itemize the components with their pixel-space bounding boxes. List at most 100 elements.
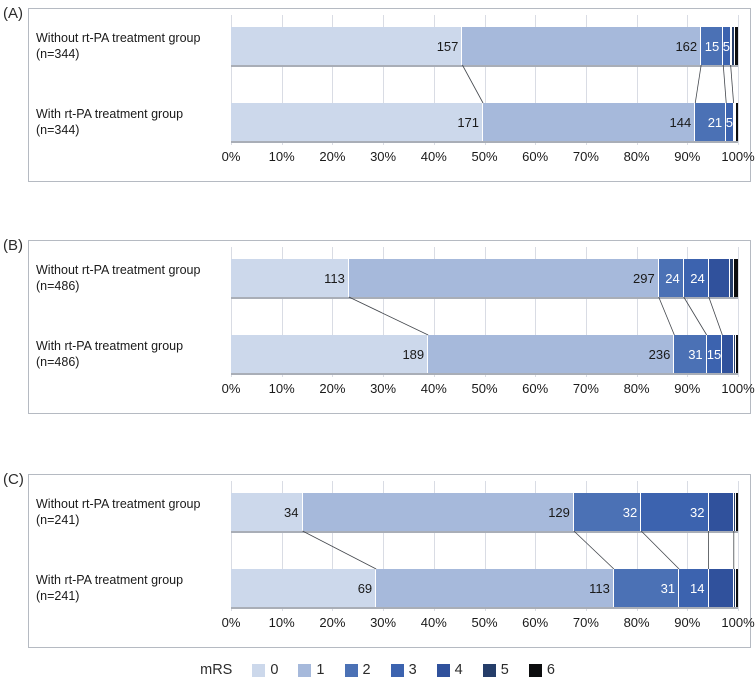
bar-segment-mrs5 [729,259,734,297]
bar-segment-mrs2: 24 [658,259,684,297]
bar-segment-mrs0: 69 [231,569,377,607]
axis-tick-label: 100% [721,615,755,630]
segment-value-label: 69 [357,580,373,596]
segment-value-label: 157 [436,38,459,54]
segment-value-label: 297 [633,270,655,286]
gridline [636,15,638,145]
row-label-with-group: With rt-PA treatment group (n=344) [36,106,230,138]
segment-value-label: 189 [402,346,425,362]
axis-tick-label: 40% [420,149,447,164]
legend-item-mrs4: 4 [436,662,463,678]
legend-swatch [482,663,496,677]
connector-line [730,64,734,104]
legend-swatch [344,663,358,677]
bar-segment-mrs1: 113 [376,569,614,607]
bar-segment-mrs2: 21 [695,103,727,141]
group-name: Without rt-PA treatment group [36,497,201,511]
segment-value-label: 15 [706,346,722,362]
axis-tick-label: 100% [721,381,755,396]
stacked-bar-without-group: 157 162 15 5 [231,27,738,65]
chart-panel: (A) Without rt-PA treatment group (n=344)… [0,5,755,182]
bar-segment-mrs3: 5 [725,103,734,141]
axis-tick-label: 40% [420,615,447,630]
gridline [535,247,537,377]
connector-line [658,296,675,336]
gridline [738,481,739,611]
chart-panel: (B) Without rt-PA treatment group (n=486)… [0,237,755,414]
axis-tick-label: 0% [221,381,241,396]
axis-tick-label: 100% [721,149,755,164]
gridline [738,15,739,145]
panel-box: Without rt-PA treatment group (n=486) Wit… [28,240,755,414]
bar-segment-mrs4 [708,493,734,531]
segment-value-label: 34 [284,504,299,520]
bar-segment-mrs3: 15 [706,335,723,373]
axis-tick-label: 40% [420,381,447,396]
gridline [636,481,638,611]
legend-swatch [298,663,312,677]
axis-tick-label: 0% [221,149,241,164]
bar-segment-mrs6 [735,493,738,531]
bar-segment-mrs4 [730,27,733,65]
bar-segment-mrs1: 144 [483,103,696,141]
segment-value-label: 31 [688,346,703,362]
gridline [585,247,587,377]
legend-item-label: 1 [316,662,325,678]
group-name: With rt-PA treatment group [36,573,184,587]
segment-value-label: 24 [690,270,705,286]
gridline [484,247,486,377]
segment-value-label: 21 [707,114,723,130]
axis-tick-label: 90% [674,149,701,164]
axis-tick-label: 80% [623,615,650,630]
gridline [738,247,739,377]
axis-tick-label: 70% [572,149,599,164]
gridline [433,15,435,145]
connector-line [302,530,377,570]
bar-segment-mrs5 [733,493,736,531]
axis-tick-label: 60% [522,149,549,164]
axis-tick-label: 30% [370,615,397,630]
gridline [231,15,232,145]
bar-segment-mrs3: 14 [679,569,709,607]
bar-segment-mrs0: 157 [231,27,463,65]
bar-segment-mrs1: 236 [428,335,675,373]
panel-letter: (B) [3,237,23,254]
bar-segment-mrs1: 129 [302,493,574,531]
group-n: (n=486) [36,355,80,369]
segment-value-label: 5 [725,114,733,130]
group-name: Without rt-PA treatment group [36,31,201,45]
bar-segment-mrs5 [732,27,735,65]
legend-title: mRS [200,662,233,678]
row-label-with-group: With rt-PA treatment group (n=241) [36,572,230,604]
bar-segment-mrs1: 162 [462,27,702,65]
gridline [535,15,537,145]
axis-tick-label: 60% [522,615,549,630]
segment-value-label: 32 [690,504,705,520]
legend-items: 0 1 2 3 4 5 6 [252,662,555,678]
group-n: (n=486) [36,279,80,293]
segment-value-label: 14 [690,580,705,596]
segment-value-label: 162 [675,38,698,54]
segment-value-label: 15 [704,38,720,54]
legend-item-label: 3 [408,662,417,678]
group-name: With rt-PA treatment group [36,339,184,353]
legend-item-mrs3: 3 [390,662,417,678]
gridline [433,481,435,611]
segment-value-label: 129 [548,504,570,520]
segment-value-label: 31 [660,580,676,596]
gridline [332,247,334,377]
legend-item-mrs6: 6 [528,662,555,678]
bar-segment-mrs4 [722,335,734,373]
group-n: (n=241) [36,589,80,603]
legend-swatch [528,663,542,677]
legend-item-label: 6 [546,662,555,678]
bar-segment-mrs3: 5 [723,27,731,65]
axis-tick-label: 0% [221,615,241,630]
group-n: (n=241) [36,513,80,527]
connector-line [694,64,702,104]
segment-value-label: 236 [648,346,671,362]
legend-item-mrs0: 0 [252,662,278,678]
segment-value-label: 144 [669,114,692,130]
legend-swatch [252,663,266,677]
segment-value-label: 113 [589,580,610,596]
